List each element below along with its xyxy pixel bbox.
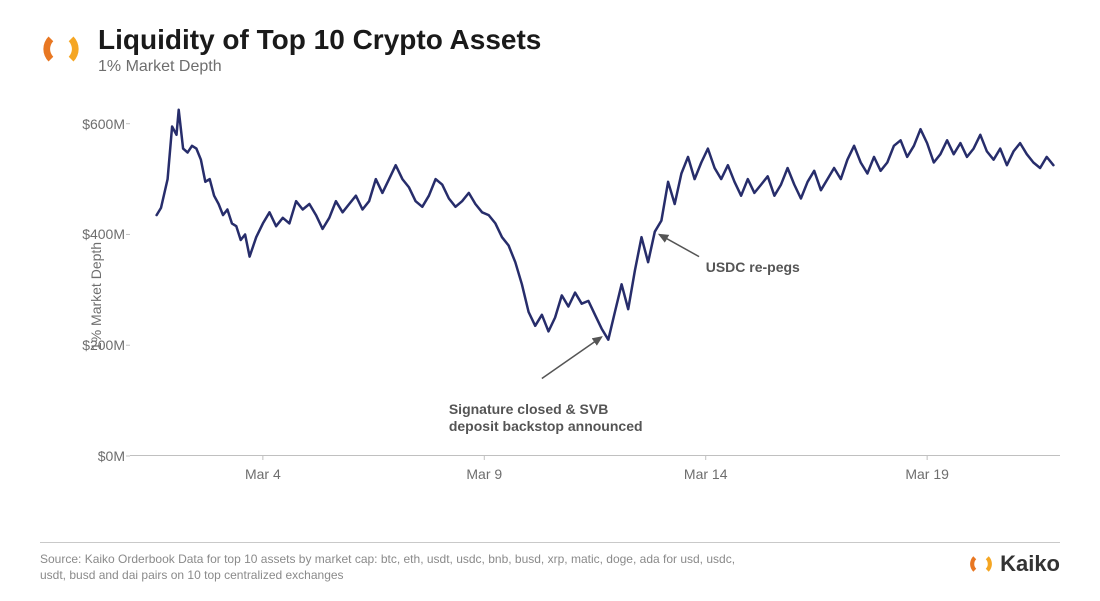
x-tick-label: Mar 9 (466, 466, 502, 482)
brand-block: Kaiko (968, 551, 1060, 577)
y-axis-label: 1% Market Depth (88, 242, 104, 350)
y-tick-label: $200M (70, 337, 125, 353)
y-tick-label: $600M (70, 116, 125, 132)
annotation-usdc: USDC re-pegs (706, 259, 800, 277)
liquidity-line (157, 110, 1054, 340)
header-row: Liquidity of Top 10 Crypto Assets 1% Mar… (40, 24, 1060, 76)
kaiko-logo-icon (968, 551, 994, 577)
y-tick-label: $0M (70, 448, 125, 464)
annotation-svb: Signature closed & SVBdeposit backstop a… (449, 401, 643, 436)
y-tick-label: $400M (70, 226, 125, 242)
source-text: Source: Kaiko Orderbook Data for top 10 … (40, 551, 760, 583)
x-tick-label: Mar 14 (684, 466, 728, 482)
kaiko-logo-icon (40, 28, 82, 70)
footer-row: Source: Kaiko Orderbook Data for top 10 … (40, 542, 1060, 583)
annotation-arrow (659, 234, 699, 256)
chart-card: Liquidity of Top 10 Crypto Assets 1% Mar… (0, 0, 1100, 601)
chart-area: 1% Market Depth $0M$200M$400M$600MMar 4M… (70, 96, 1060, 496)
plot-region: $0M$200M$400M$600MMar 4Mar 9Mar 14Mar 19… (130, 96, 1060, 456)
x-tick-label: Mar 19 (905, 466, 949, 482)
annotation-arrow (542, 337, 602, 379)
x-tick-label: Mar 4 (245, 466, 281, 482)
chart-title: Liquidity of Top 10 Crypto Assets (98, 24, 541, 56)
chart-subtitle: 1% Market Depth (98, 58, 541, 76)
brand-name: Kaiko (1000, 551, 1060, 577)
